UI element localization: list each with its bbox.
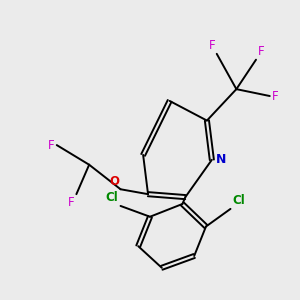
Text: Cl: Cl	[106, 191, 118, 205]
Text: O: O	[109, 175, 119, 188]
Text: F: F	[68, 196, 75, 208]
Text: F: F	[257, 45, 264, 58]
Text: F: F	[48, 139, 54, 152]
Text: N: N	[216, 153, 226, 166]
Text: F: F	[208, 39, 215, 52]
Text: F: F	[272, 89, 279, 103]
Text: Cl: Cl	[233, 194, 246, 207]
